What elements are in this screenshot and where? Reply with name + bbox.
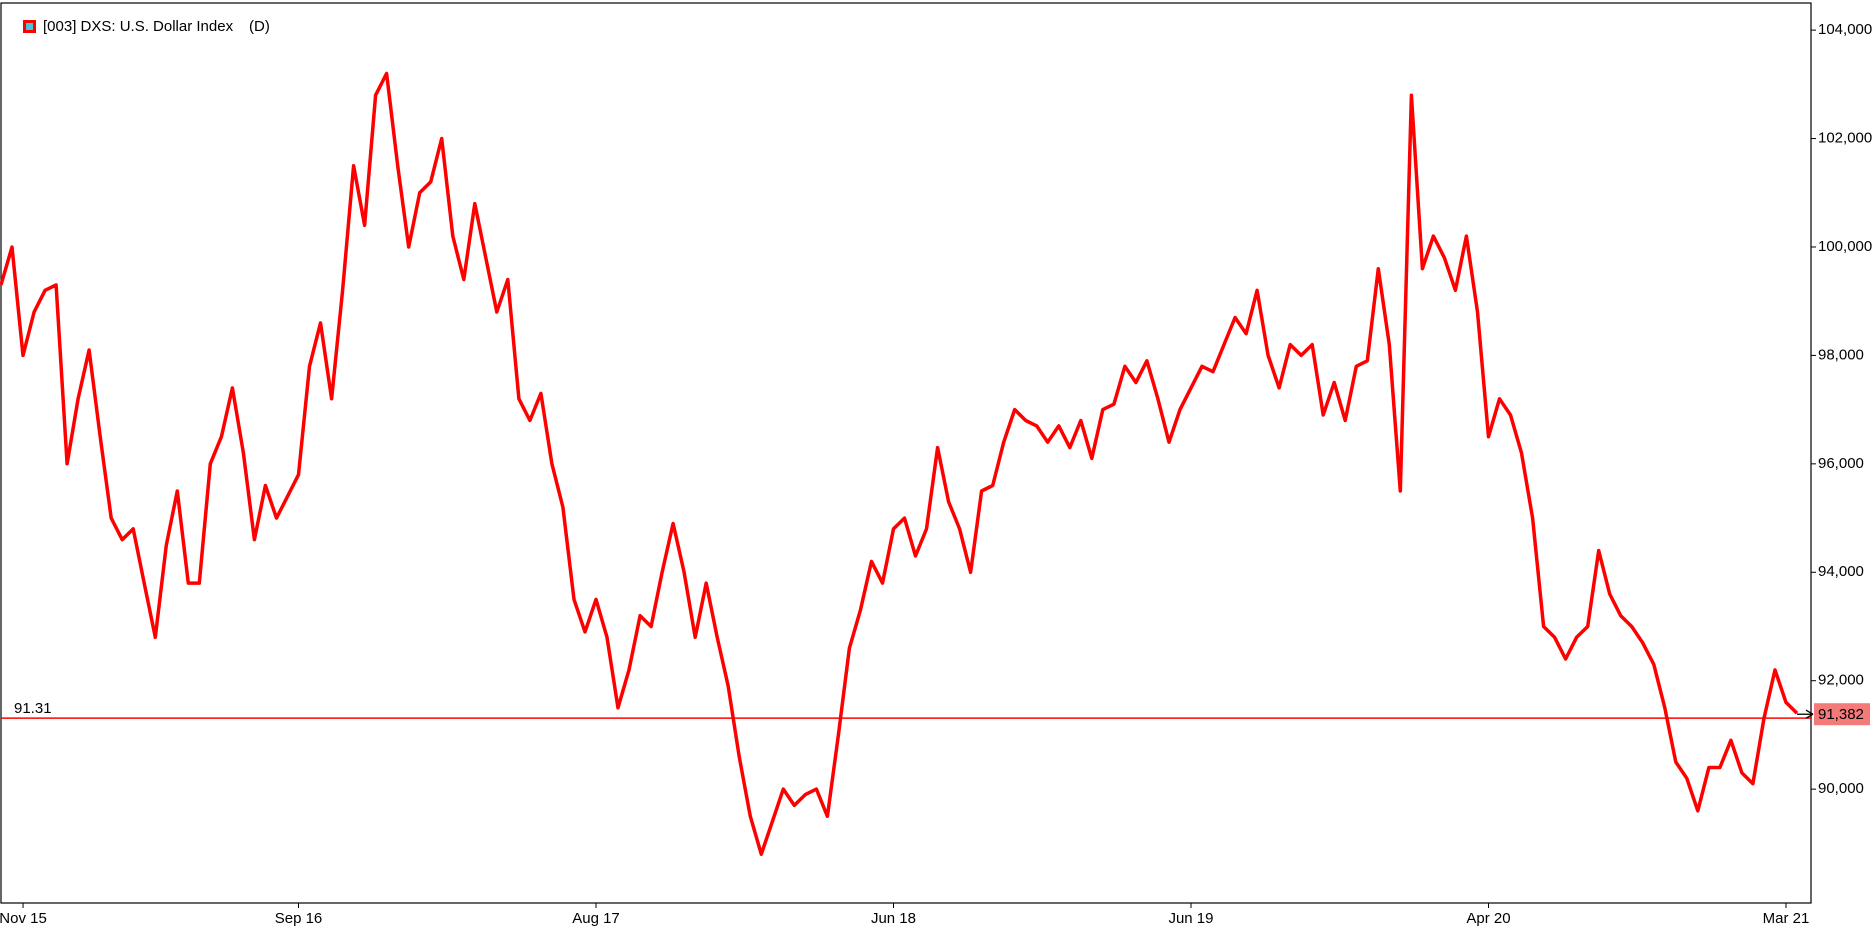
x-tick-label: Sep 16 <box>275 910 323 927</box>
price-line <box>0 71 1799 856</box>
x-tick-label: Jun 19 <box>1168 910 1213 927</box>
x-tick-label: Jun 18 <box>871 910 916 927</box>
y-tick-label: 102,000 <box>1818 130 1872 147</box>
reference-label: 91.31 <box>14 700 52 717</box>
last-value-box <box>1814 703 1870 726</box>
legend-swatch-inner <box>26 23 33 30</box>
last-value-arrowhead <box>1805 709 1814 719</box>
y-tick-label: 90,000 <box>1818 780 1864 797</box>
y-tick-label: 94,000 <box>1818 563 1864 580</box>
y-tick-label: 104,000 <box>1818 21 1872 38</box>
plot-frame <box>0 2 1812 904</box>
y-tick-label: 92,000 <box>1818 672 1864 689</box>
x-tick-label: Mar 21 <box>1763 910 1810 927</box>
x-tick-label: Nov 15 <box>0 910 47 927</box>
x-tick-label: Apr 20 <box>1466 910 1510 927</box>
last-value-label: 91,382 <box>1818 706 1864 723</box>
legend-period: (D) <box>249 18 270 35</box>
y-tick-label: 100,000 <box>1818 238 1872 255</box>
legend-label: [003] DXS: U.S. Dollar Index <box>43 18 234 35</box>
x-tick-label: Aug 17 <box>572 910 620 927</box>
y-tick-label: 96,000 <box>1818 455 1864 472</box>
y-tick-label: 98,000 <box>1818 346 1864 363</box>
